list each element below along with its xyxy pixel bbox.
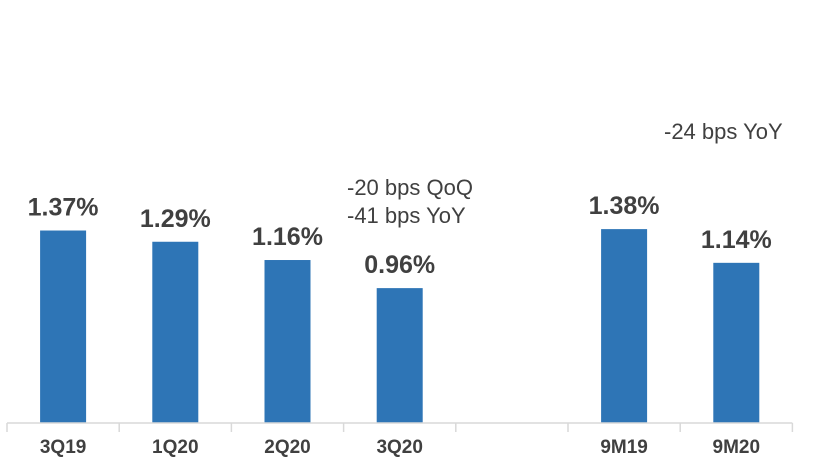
x-axis-ticks-group: [6, 423, 794, 432]
value-label-3q19: 1.37%: [28, 194, 99, 222]
bar-3q19: [40, 230, 87, 423]
annotation-quarter-change: -20 bps QoQ -41 bps YoY: [347, 174, 473, 230]
bar-9m20: [713, 262, 760, 423]
value-label-2q20: 1.16%: [252, 223, 323, 251]
bar-2q20: [264, 260, 311, 423]
category-label-9m20: 9M20: [713, 437, 761, 458]
value-label-9m20: 1.14%: [701, 226, 772, 254]
value-label-3q20: 0.96%: [364, 251, 435, 279]
value-labels-group: 1.37% 1.29% 1.16% 0.96% 1.38% 1.14%: [28, 192, 772, 279]
annotation-qoq: -20 bps QoQ: [347, 175, 473, 200]
category-label-2q20: 2Q20: [264, 437, 310, 458]
bar-1q20: [152, 241, 199, 423]
category-label-3q19: 3Q19: [40, 437, 86, 458]
bar-9m19: [601, 229, 648, 423]
category-label-1q20: 1Q20: [152, 437, 198, 458]
value-label-9m19: 1.38%: [589, 192, 660, 220]
annotation-ytd-change: -24 bps YoY: [664, 119, 783, 144]
bar-3q20: [376, 288, 423, 423]
category-label-3q20: 3Q20: [376, 437, 422, 458]
value-label-1q20: 1.29%: [140, 205, 211, 233]
bars-group: [40, 229, 760, 423]
annotation-yoy: -41 bps YoY: [347, 203, 466, 228]
category-labels-group: 3Q19 1Q20 2Q20 3Q20 9M19 9M20: [40, 437, 760, 458]
category-label-9m19: 9M19: [600, 437, 648, 458]
